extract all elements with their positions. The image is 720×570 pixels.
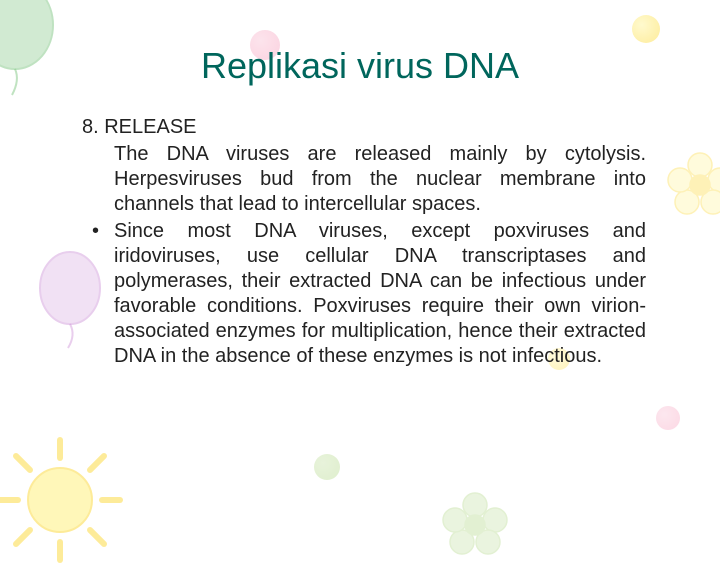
section-header: 8. RELEASE xyxy=(82,115,646,140)
bullet-text: Since most DNA viruses, except poxviruse… xyxy=(114,219,646,369)
bullet-row: • Since most DNA viruses, except poxviru… xyxy=(82,219,646,369)
body-area: 8. RELEASE The DNA viruses are released … xyxy=(64,115,656,369)
paragraph-release: The DNA viruses are released mainly by c… xyxy=(82,142,646,217)
slide-content: Replikasi virus DNA 8. RELEASE The DNA v… xyxy=(0,0,720,540)
slide-title: Replikasi virus DNA xyxy=(64,45,656,87)
bullet-marker: • xyxy=(82,219,114,244)
